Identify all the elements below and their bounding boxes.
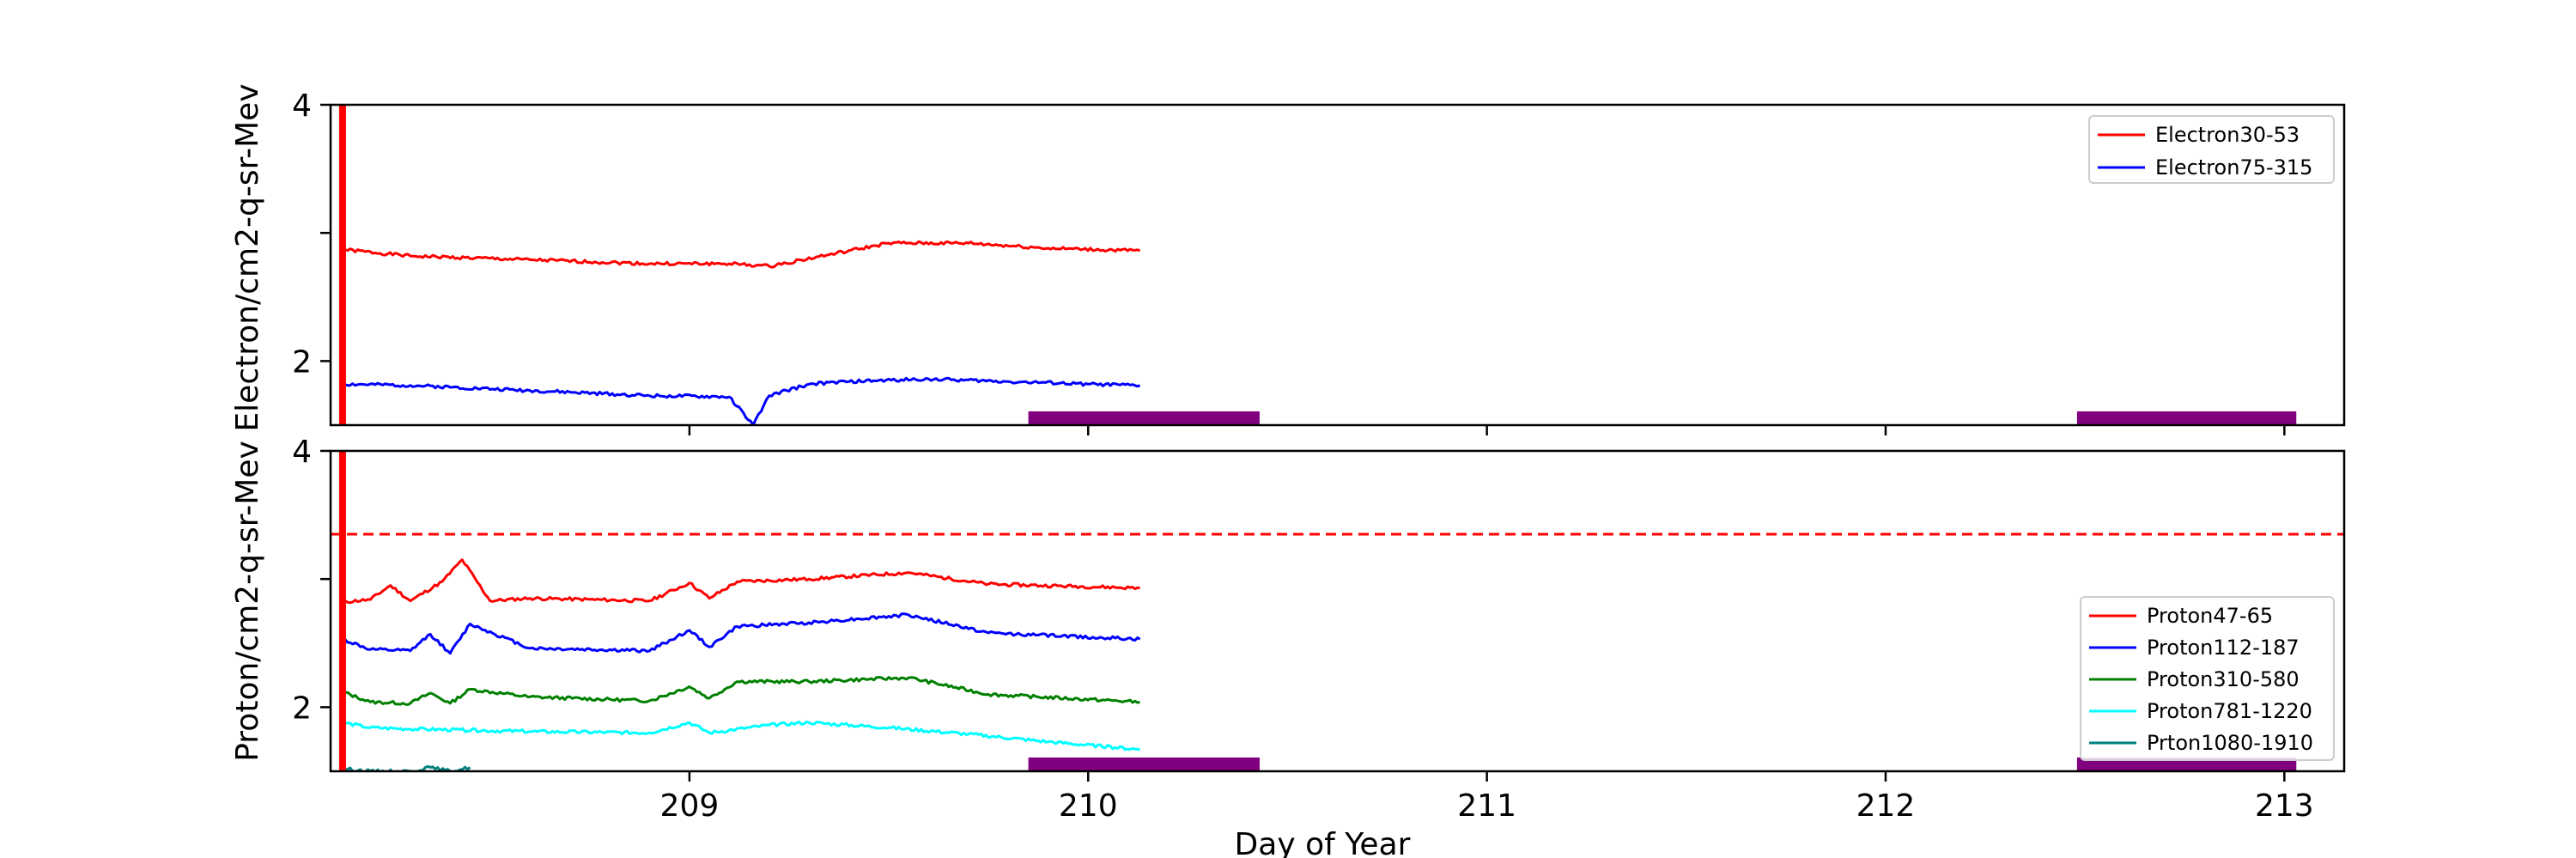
legend-label: Electron30-53	[2155, 123, 2300, 147]
legend-label: Proton47-65	[2147, 604, 2273, 628]
y-tick-label: 2	[292, 691, 312, 726]
vertical-marker	[338, 451, 346, 771]
legend-label: Proton781-1220	[2147, 699, 2312, 723]
x-tick-label: 210	[1059, 788, 1118, 824]
legend-box	[2080, 596, 2335, 761]
shaded-bar-1	[1028, 758, 1260, 771]
y-axis-title-electron: Electron/cm2-q-sr-Mev	[230, 83, 265, 431]
plot-area	[331, 451, 2344, 771]
shaded-bar-1	[1028, 411, 1260, 425]
legend-label: Prton1080-1910	[2147, 731, 2313, 755]
series-line-proton781-1220	[342, 720, 1140, 752]
plot-frame	[329, 449, 2346, 773]
vertical-marker	[338, 105, 346, 425]
plot-area	[338, 105, 2297, 425]
y-tick-label: 2	[292, 344, 312, 380]
legend-label: Proton310-580	[2147, 667, 2300, 691]
x-tick-label: 209	[660, 788, 720, 824]
series-line-proton112-187	[342, 612, 1141, 655]
y-tick-label: 4	[292, 435, 312, 470]
legend-label: Proton112-187	[2147, 636, 2300, 660]
legend: Proton47-65 Proton112-187 Proton310-580 Pro…	[2080, 596, 2335, 761]
shaded-bar-2	[2076, 411, 2297, 425]
y-tick-label: 4	[292, 88, 312, 124]
y-axis-title-proton: Proton/cm2-q-sr-Mev	[230, 441, 265, 762]
legend-label: Electron75-315	[2155, 155, 2312, 180]
plot-frame	[329, 103, 2346, 427]
legend-box	[2088, 115, 2335, 184]
x-tick-label: 212	[1856, 788, 1916, 824]
x-axis-title: Day of Year	[1235, 827, 1411, 858]
legend: Electron30-53 Electron75-315	[2088, 115, 2335, 184]
series-line-electron75-315	[342, 376, 1141, 425]
x-tick-label: 213	[2255, 788, 2314, 824]
x-tick-label: 211	[1457, 788, 1516, 824]
proton-panel: 2 4 209 210 211 212 213 Proton47-65 Proton112-18…	[292, 435, 2346, 824]
series-line-proton310-580	[342, 676, 1140, 706]
series-line-proton47-65	[342, 558, 1140, 605]
electron-panel: 2 4 Electron30-53 Electron75-315	[292, 88, 2346, 435]
series-line-electron30-53	[342, 240, 1141, 269]
